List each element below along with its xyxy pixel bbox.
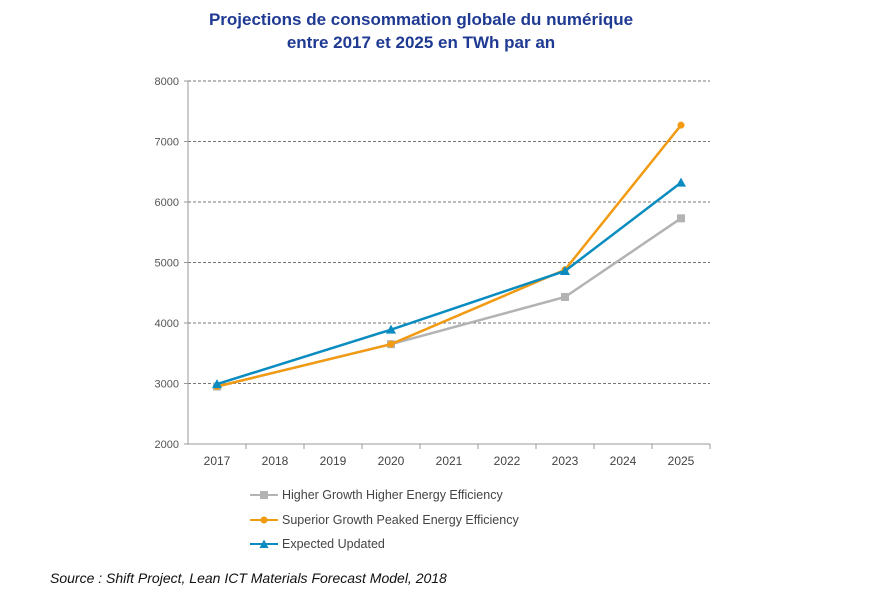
x-tick-label: 2024 [610, 454, 637, 468]
line-chart: 2000 3000 4000 5000 6000 7000 8000 2017 2018 2019… [155, 76, 711, 468]
x-tick-label: 2025 [668, 454, 695, 468]
legend-marker-circle-icon [250, 516, 278, 524]
chart-title: Projections de consommation globale du n… [0, 8, 877, 54]
y-tick-label: 8000 [155, 76, 179, 88]
legend-marker-square-icon [250, 491, 278, 500]
series-line [216, 181, 682, 386]
legend-item-superior-growth: Superior Growth Peaked Energy Efficiency [250, 508, 519, 533]
data-point-triangle [212, 379, 222, 389]
x-tick-label: 2023 [552, 454, 579, 468]
source-note: Source : Shift Project, Lean ICT Materia… [50, 570, 447, 586]
x-tick-label: 2017 [204, 454, 231, 468]
y-tick-label: 7000 [155, 137, 179, 149]
data-point-triangle [676, 177, 686, 187]
legend-label: Superior Growth Peaked Energy Efficiency [282, 512, 519, 527]
x-tick-label: 2018 [262, 454, 289, 468]
data-point-square [677, 214, 685, 223]
y-tick-label: 5000 [155, 258, 179, 270]
data-point-square [561, 292, 569, 301]
x-tick-label: 2021 [436, 454, 463, 468]
data-point-triangle [386, 324, 396, 334]
x-tick-label: 2022 [494, 454, 521, 468]
y-tick-label: 2000 [155, 439, 179, 451]
legend-item-expected-updated: Expected Updated [250, 532, 519, 557]
legend-item-higher-growth: Higher Growth Higher Energy Efficiency [250, 483, 519, 508]
data-point-circle [677, 121, 685, 129]
data-point-triangle [560, 265, 570, 275]
legend: Higher Growth Higher Energy Efficiency S… [250, 483, 519, 557]
title-line-1: Projections de consommation globale du n… [208, 10, 634, 29]
y-tick-label: 3000 [155, 379, 179, 391]
title-line-2: entre 2017 et 2025 en TWh par an [286, 33, 556, 52]
legend-label: Higher Growth Higher Energy Efficiency [282, 488, 503, 503]
data-point-circle [387, 340, 395, 348]
y-tick-label: 4000 [155, 318, 179, 330]
x-tick-label: 2020 [378, 454, 405, 468]
series-line [216, 124, 682, 388]
x-tick-label: 2019 [320, 454, 347, 468]
legend-marker-triangle-icon [250, 539, 278, 549]
legend-label: Expected Updated [282, 537, 385, 552]
y-tick-label: 6000 [155, 197, 179, 209]
